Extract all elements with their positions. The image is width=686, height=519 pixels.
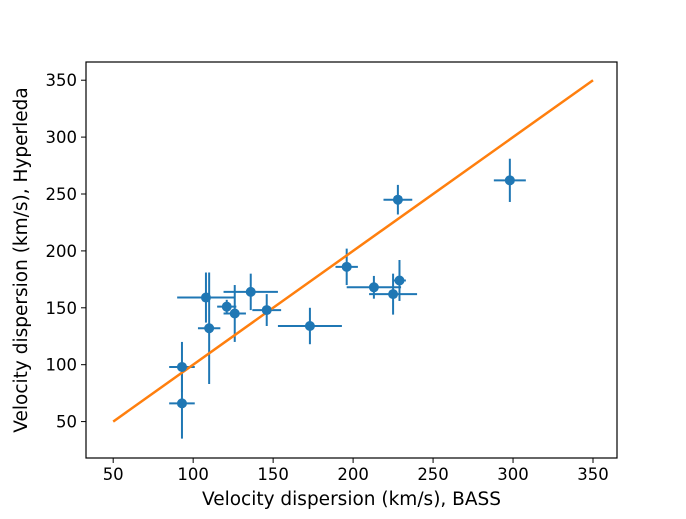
x-tick-label: 250 [417, 465, 449, 484]
x-axis: 50 100 150 200 250 300 350 [103, 458, 609, 484]
data-point [229, 308, 240, 319]
y-axis-label: Velocity dispersion (km/s), Hyperleda [11, 87, 32, 432]
y-tick-label: 150 [46, 299, 78, 318]
data-point [221, 301, 232, 312]
data-point [504, 175, 515, 186]
one-to-one-line [112, 79, 594, 423]
y-tick-label: 200 [46, 242, 78, 261]
data-point [245, 286, 256, 297]
data-point [392, 194, 403, 205]
data-point [204, 323, 215, 334]
y-tick-label: 350 [46, 71, 78, 90]
y-axis: 50 100 150 200 250 300 350 [46, 71, 86, 432]
x-tick-label: 350 [577, 465, 609, 484]
data-point [388, 289, 399, 300]
x-axis-label: Velocity dispersion (km/s), BASS [202, 489, 501, 510]
plot-area [112, 79, 594, 439]
x-tick-label: 100 [177, 465, 209, 484]
axes-frame [85, 61, 618, 459]
data-point [176, 398, 187, 409]
x-tick-label: 200 [337, 465, 369, 484]
data-point [176, 361, 187, 372]
y-tick-label: 300 [46, 128, 78, 147]
data-point [394, 275, 405, 286]
x-tick-label: 50 [103, 465, 124, 484]
x-tick-label: 300 [497, 465, 529, 484]
y-tick-label: 250 [46, 185, 78, 204]
data-point [368, 282, 379, 293]
y-tick-label: 100 [46, 356, 78, 375]
data-point [341, 261, 352, 272]
data-point [261, 305, 272, 316]
data-point [304, 321, 315, 331]
x-tick-label: 150 [257, 465, 289, 484]
y-tick-label: 50 [56, 413, 77, 432]
data-point [200, 292, 211, 303]
